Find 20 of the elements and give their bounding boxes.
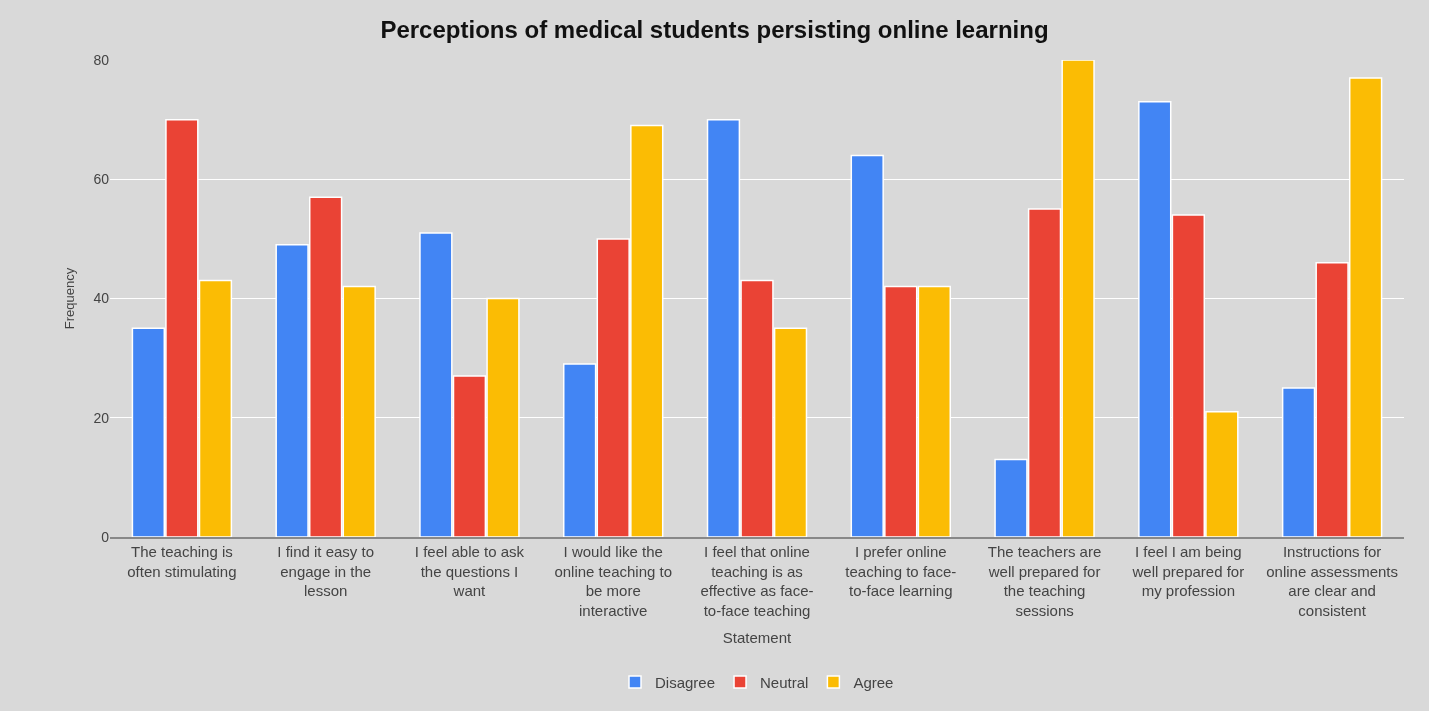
x-tick-label: I feel I am being well prepared for my profession bbox=[1131, 543, 1245, 599]
y-tick-label: 40 bbox=[93, 290, 110, 307]
y-tick-label: 60 bbox=[93, 171, 110, 188]
chart-title: Perceptions of medical students persisting online learning bbox=[380, 16, 1049, 44]
x-tick-label: The teachers are well prepared for the teaching sessions bbox=[987, 543, 1102, 619]
x-tick-label: I feel able to ask the questions I want bbox=[414, 543, 525, 599]
x-axis-title: Statement bbox=[722, 629, 793, 646]
x-tick-label: Instructions for online assessments are clear and consistent bbox=[1266, 543, 1398, 619]
legend-label: Agree bbox=[853, 673, 894, 691]
y-axis-title: Frequency bbox=[62, 267, 78, 330]
x-tick-label: I find it easy to engage in the lesson bbox=[277, 543, 375, 599]
x-tick-label: I feel that online teaching is as effective as face-to-face teaching bbox=[700, 543, 814, 619]
x-tick-label: I prefer online teaching to face-to-face learning bbox=[845, 543, 957, 599]
legend-label: Disagree bbox=[655, 673, 716, 691]
x-tick-label: The teaching is often stimulating bbox=[127, 543, 237, 580]
y-tick-label: 0 bbox=[101, 528, 110, 545]
legend-label: Neutral bbox=[760, 673, 809, 691]
y-tick-label: 20 bbox=[93, 409, 110, 426]
x-tick-label: I would like the online teaching to be more interactive bbox=[554, 543, 673, 619]
y-tick-label: 80 bbox=[93, 51, 110, 68]
